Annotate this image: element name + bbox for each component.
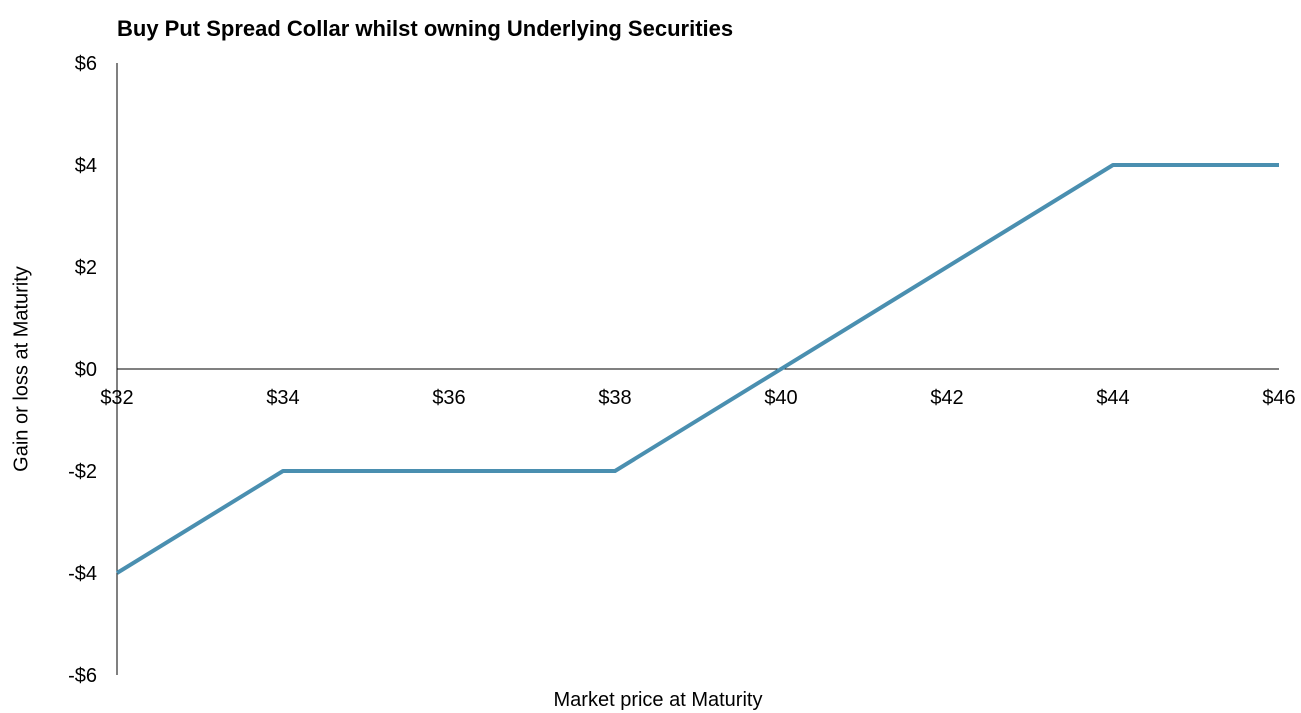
x-tick-label: $42 — [930, 387, 963, 409]
chart-title: Buy Put Spread Collar whilst owning Unde… — [117, 16, 734, 41]
x-tick-label: $36 — [432, 387, 465, 409]
x-tick-labels: $32 $34 $36 $38 $40 $42 $44 $46 — [100, 387, 1295, 409]
x-tick-label: $34 — [266, 387, 299, 409]
y-tick-labels: $6 $4 $2 $0 -$2 -$4 -$6 — [68, 53, 97, 687]
payoff-line — [115, 163, 1279, 575]
x-tick-label: $40 — [764, 387, 797, 409]
y-tick-label: $0 — [75, 359, 97, 381]
y-axis-title: Gain or loss at Maturity — [10, 266, 32, 472]
y-tick-label: $4 — [75, 155, 97, 177]
x-axis-title: Market price at Maturity — [554, 689, 763, 711]
x-tick-label: $44 — [1096, 387, 1129, 409]
y-tick-label: $2 — [75, 257, 97, 279]
x-tick-label: $38 — [598, 387, 631, 409]
x-tick-label: $32 — [100, 387, 133, 409]
y-tick-label: $6 — [75, 53, 97, 75]
x-tick-label: $46 — [1262, 387, 1295, 409]
y-tick-label: -$6 — [68, 665, 97, 687]
series-layer — [115, 163, 1279, 575]
y-tick-label: -$2 — [68, 461, 97, 483]
y-tick-label: -$4 — [68, 563, 97, 585]
